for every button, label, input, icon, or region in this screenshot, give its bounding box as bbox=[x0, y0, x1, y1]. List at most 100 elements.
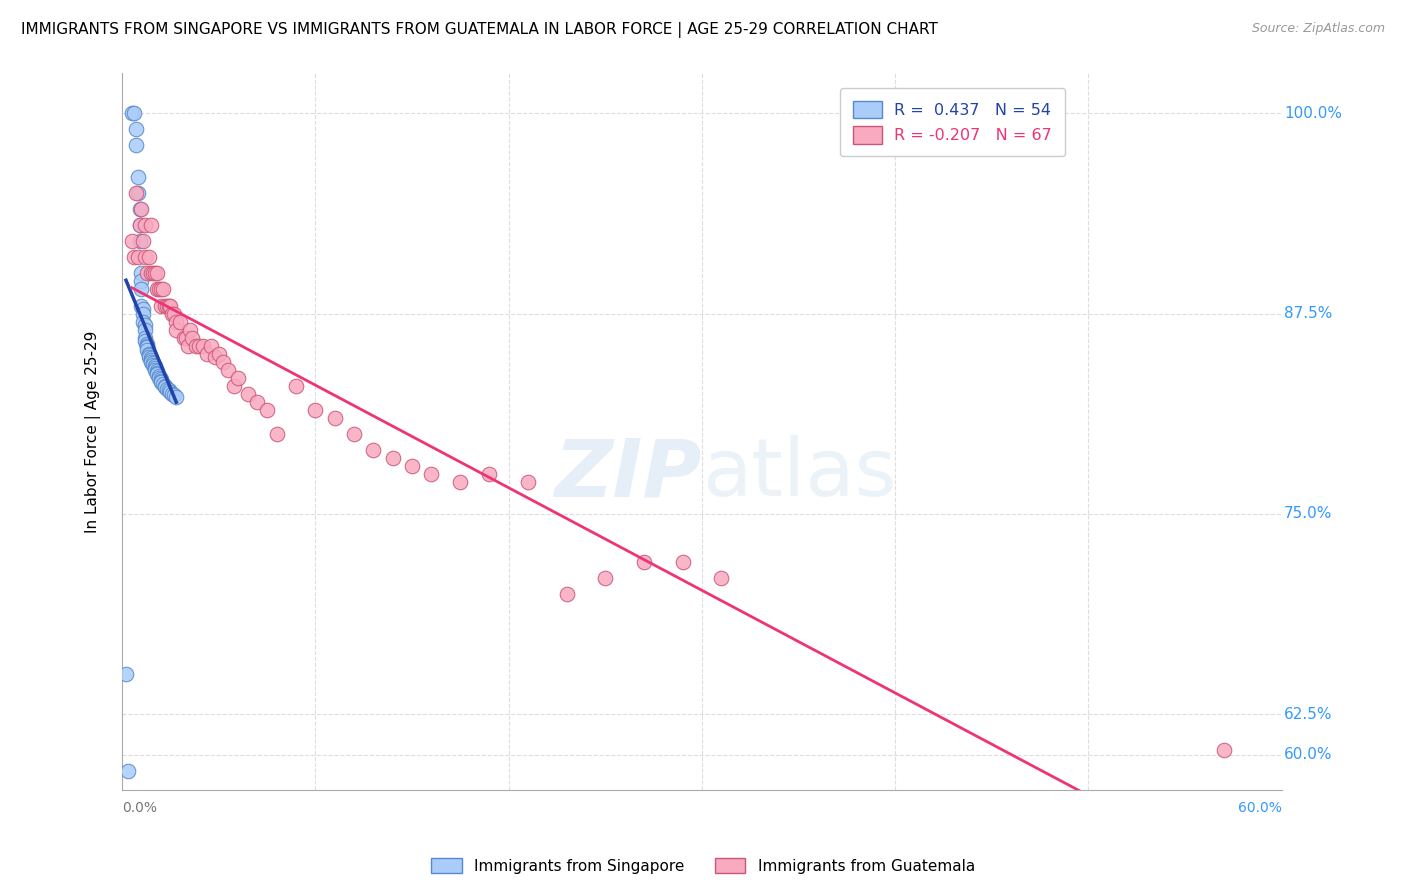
Point bbox=[157, 298, 180, 312]
Point bbox=[593, 571, 616, 585]
Point bbox=[184, 338, 207, 352]
Point bbox=[143, 361, 166, 376]
Point bbox=[165, 322, 187, 336]
Point bbox=[132, 301, 155, 316]
Point bbox=[134, 330, 156, 344]
Point bbox=[138, 350, 160, 364]
Text: 60.0%: 60.0% bbox=[1284, 747, 1333, 762]
Point bbox=[139, 354, 162, 368]
Text: Source: ZipAtlas.com: Source: ZipAtlas.com bbox=[1251, 22, 1385, 36]
Point bbox=[179, 322, 201, 336]
Point bbox=[323, 410, 346, 425]
Point bbox=[134, 318, 156, 332]
Point bbox=[127, 251, 149, 265]
Point bbox=[516, 475, 538, 489]
Legend: Immigrants from Singapore, Immigrants from Guatemala: Immigrants from Singapore, Immigrants fr… bbox=[425, 852, 981, 880]
Point bbox=[142, 267, 165, 281]
Point bbox=[165, 390, 187, 404]
Point bbox=[128, 202, 150, 217]
Point bbox=[153, 380, 176, 394]
Point bbox=[236, 386, 259, 401]
Point bbox=[143, 267, 166, 281]
Point bbox=[633, 555, 655, 569]
Point bbox=[671, 555, 693, 569]
Point bbox=[710, 571, 733, 585]
Point bbox=[142, 356, 165, 370]
Point bbox=[149, 374, 172, 388]
Point bbox=[343, 426, 366, 441]
Point bbox=[121, 106, 143, 120]
Point bbox=[177, 338, 200, 352]
Point bbox=[138, 251, 160, 265]
Point bbox=[148, 283, 170, 297]
Point bbox=[200, 338, 222, 352]
Point bbox=[134, 334, 156, 348]
Point bbox=[165, 314, 187, 328]
Point bbox=[143, 362, 166, 376]
Point bbox=[152, 377, 174, 392]
Point bbox=[139, 267, 162, 281]
Point bbox=[132, 306, 155, 320]
Point bbox=[128, 219, 150, 233]
Point bbox=[127, 170, 149, 185]
Point bbox=[266, 426, 288, 441]
Point bbox=[304, 402, 326, 417]
Point bbox=[363, 442, 385, 457]
Point bbox=[136, 337, 159, 351]
Point bbox=[142, 358, 165, 372]
Point bbox=[146, 366, 169, 380]
Point bbox=[139, 351, 162, 366]
Point bbox=[157, 384, 180, 398]
Point bbox=[124, 186, 146, 201]
Point bbox=[159, 298, 181, 312]
Text: IMMIGRANTS FROM SINGAPORE VS IMMIGRANTS FROM GUATEMALA IN LABOR FORCE | AGE 25-2: IMMIGRANTS FROM SINGAPORE VS IMMIGRANTS … bbox=[21, 22, 938, 38]
Point bbox=[149, 372, 172, 386]
Point bbox=[146, 368, 169, 382]
Point bbox=[555, 587, 578, 601]
Point bbox=[128, 235, 150, 249]
Text: 62.5%: 62.5% bbox=[1284, 707, 1333, 722]
Point bbox=[163, 388, 186, 402]
Point bbox=[134, 251, 156, 265]
Point bbox=[131, 267, 153, 281]
Text: 75.0%: 75.0% bbox=[1284, 507, 1333, 522]
Point bbox=[211, 354, 233, 368]
Point bbox=[174, 330, 197, 344]
Point bbox=[131, 202, 153, 217]
Text: 60.0%: 60.0% bbox=[1237, 801, 1282, 815]
Point bbox=[159, 385, 181, 400]
Point bbox=[162, 386, 184, 401]
Point bbox=[246, 394, 269, 409]
Point bbox=[146, 283, 169, 297]
Point bbox=[136, 267, 159, 281]
Point bbox=[217, 362, 239, 376]
Point bbox=[401, 458, 423, 473]
Point bbox=[117, 764, 139, 778]
Point bbox=[153, 378, 176, 392]
Point bbox=[148, 369, 170, 384]
Point bbox=[121, 235, 143, 249]
Text: atlas: atlas bbox=[702, 435, 896, 514]
Point bbox=[162, 306, 184, 320]
Point bbox=[146, 267, 169, 281]
Point bbox=[208, 346, 231, 360]
Point bbox=[285, 378, 308, 392]
Point bbox=[124, 122, 146, 136]
Point bbox=[173, 330, 195, 344]
Point bbox=[115, 667, 138, 681]
Point bbox=[180, 330, 202, 344]
Point bbox=[124, 138, 146, 153]
Point bbox=[143, 359, 166, 374]
Point bbox=[134, 322, 156, 336]
Point bbox=[136, 343, 159, 358]
Point bbox=[1212, 742, 1234, 756]
Point bbox=[193, 338, 215, 352]
Point bbox=[449, 475, 471, 489]
Text: ZIP: ZIP bbox=[554, 435, 702, 514]
Point bbox=[136, 338, 159, 352]
Point bbox=[163, 306, 186, 320]
Point bbox=[195, 346, 218, 360]
Point bbox=[131, 275, 153, 289]
Point bbox=[131, 298, 153, 312]
Point bbox=[204, 350, 226, 364]
